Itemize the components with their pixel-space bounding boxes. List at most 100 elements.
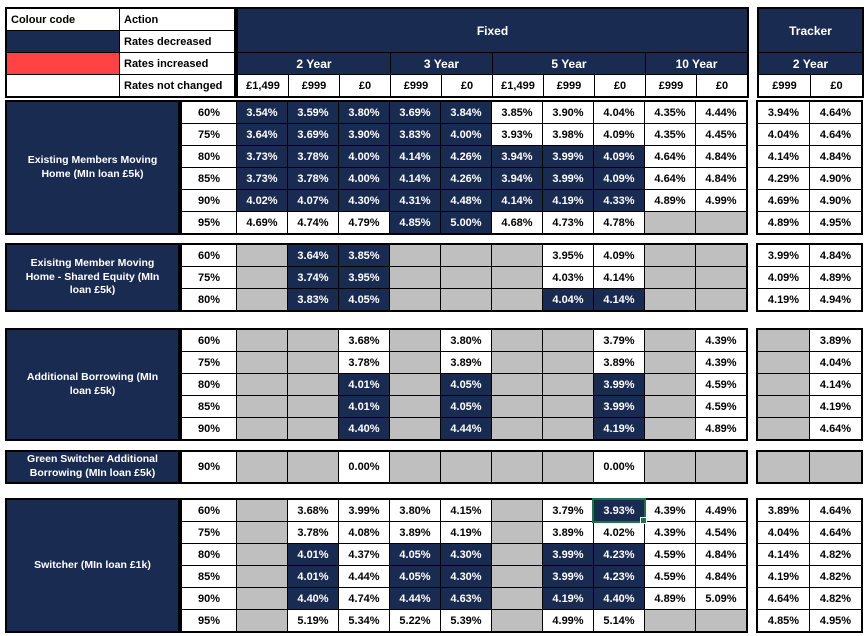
rate-cell[interactable]: 4.84% [696,146,746,167]
fee-cell[interactable]: £1,499 [238,75,288,96]
rate-cell[interactable] [237,522,287,543]
rate-cell[interactable] [543,452,593,482]
legend-action-header[interactable]: Action [120,9,234,30]
rate-cell[interactable]: 4.01% [288,544,338,565]
rate-cell[interactable]: 3.89% [594,352,644,373]
rate-cell[interactable] [543,396,593,417]
tracker-rate-cell[interactable]: 3.99% [758,245,809,266]
rate-cell[interactable]: 4.59% [696,396,746,417]
tracker-rate-cell[interactable]: 4.14% [810,374,861,395]
year-header[interactable]: 10 Year [646,53,747,74]
tracker-rate-cell[interactable]: 4.14% [758,146,809,167]
rate-cell[interactable]: 3.73% [237,168,287,189]
rate-cell[interactable]: 4.02% [594,522,644,543]
tracker-rate-cell[interactable]: 3.94% [758,102,809,123]
rate-cell[interactable]: 4.63% [441,588,491,609]
rate-cell[interactable]: 4.00% [339,168,389,189]
tracker-rate-cell[interactable]: 4.64% [810,522,861,543]
legend-swatch-not-changed[interactable] [7,75,119,96]
rate-cell[interactable]: 3.99% [594,396,644,417]
rate-cell[interactable] [543,374,593,395]
rate-cell[interactable]: 4.37% [339,544,389,565]
rate-cell[interactable] [492,245,542,266]
rate-cell[interactable]: 3.99% [543,566,593,587]
ltv-cell[interactable]: 80% [182,374,236,395]
rate-cell[interactable]: 3.85% [492,102,542,123]
rate-cell[interactable]: 3.94% [492,168,542,189]
tracker-rate-cell[interactable]: 4.90% [810,190,861,211]
rate-cell[interactable] [288,374,338,395]
tracker-rate-cell[interactable]: 4.84% [810,146,861,167]
rate-cell[interactable] [696,289,746,310]
ltv-cell[interactable]: 80% [182,289,236,310]
rate-cell[interactable]: 3.80% [441,330,491,351]
rate-cell[interactable]: 4.79% [339,212,389,233]
group-label[interactable]: Switcher (MIn loan £1k) [5,498,180,633]
rate-cell[interactable]: 5.19% [288,610,338,631]
rate-cell[interactable]: 4.89% [645,190,695,211]
rate-cell[interactable]: 4.39% [645,522,695,543]
rate-cell[interactable]: 3.64% [288,245,338,266]
rate-cell[interactable] [645,610,695,631]
rate-cell[interactable]: 4.39% [645,500,695,521]
rate-cell[interactable] [237,352,287,373]
rate-cell[interactable]: 4.19% [594,418,644,439]
rate-cell[interactable] [645,212,695,233]
rate-cell[interactable]: 4.64% [645,146,695,167]
fee-cell[interactable]: £0 [811,75,862,96]
rate-cell[interactable]: 4.14% [390,146,440,167]
tracker-rate-cell[interactable]: 4.82% [810,588,861,609]
rate-cell[interactable] [237,452,287,482]
rate-cell[interactable] [696,212,746,233]
rate-cell[interactable]: 3.99% [543,168,593,189]
tracker-rate-cell[interactable]: 4.89% [810,267,861,288]
rate-cell[interactable]: 3.90% [339,124,389,145]
rate-cell[interactable]: 5.22% [390,610,440,631]
rate-cell[interactable] [288,330,338,351]
rate-cell[interactable]: 4.03% [543,267,593,288]
rate-cell[interactable] [645,330,695,351]
rate-cell[interactable] [492,396,542,417]
fee-cell[interactable]: £0 [595,75,645,96]
rate-cell[interactable] [492,566,542,587]
rate-cell[interactable] [441,245,491,266]
rate-cell[interactable] [390,374,440,395]
tracker-rate-cell[interactable]: 4.64% [810,102,861,123]
rate-cell[interactable]: 3.95% [339,267,389,288]
ltv-cell[interactable]: 90% [182,190,236,211]
rate-cell[interactable]: 4.09% [594,245,644,266]
tracker-rate-cell[interactable] [758,452,809,482]
rate-cell[interactable] [288,452,338,482]
rate-cell[interactable]: 3.80% [390,500,440,521]
rate-cell[interactable] [543,352,593,373]
rate-cell[interactable] [390,267,440,288]
rate-cell[interactable]: 3.79% [594,330,644,351]
rate-cell[interactable]: 3.74% [288,267,338,288]
rate-cell[interactable] [288,396,338,417]
rate-cell[interactable]: 4.84% [696,566,746,587]
rate-cell[interactable]: 4.19% [543,190,593,211]
rate-cell[interactable]: 4.04% [543,289,593,310]
rate-cell[interactable]: 3.73% [237,146,287,167]
ltv-cell[interactable]: 85% [182,566,236,587]
rate-cell[interactable]: 4.59% [645,544,695,565]
rate-cell[interactable]: 3.79% [543,500,593,521]
rate-cell[interactable]: 3.93% [492,124,542,145]
rate-cell[interactable] [492,330,542,351]
tracker-rate-cell[interactable]: 4.64% [810,124,861,145]
legend-label-increased[interactable]: Rates increased [120,53,234,74]
rate-cell[interactable]: 4.49% [696,500,746,521]
rate-cell[interactable] [237,245,287,266]
group-label[interactable]: Additional Borrowing (MIn loan £5k) [5,328,180,441]
tracker-rate-cell[interactable] [810,452,861,482]
rate-cell[interactable]: 3.78% [339,352,389,373]
rate-cell[interactable]: 3.99% [543,146,593,167]
rate-cell[interactable]: 3.98% [543,124,593,145]
rate-cell[interactable] [237,374,287,395]
tracker-rate-cell[interactable] [758,374,809,395]
group-label[interactable]: Existing Members Moving Home (MIn loan £… [5,100,180,235]
rate-cell[interactable]: 3.89% [390,522,440,543]
rate-cell[interactable]: 3.69% [390,102,440,123]
rate-cell[interactable]: 3.89% [543,522,593,543]
rate-cell[interactable] [645,352,695,373]
